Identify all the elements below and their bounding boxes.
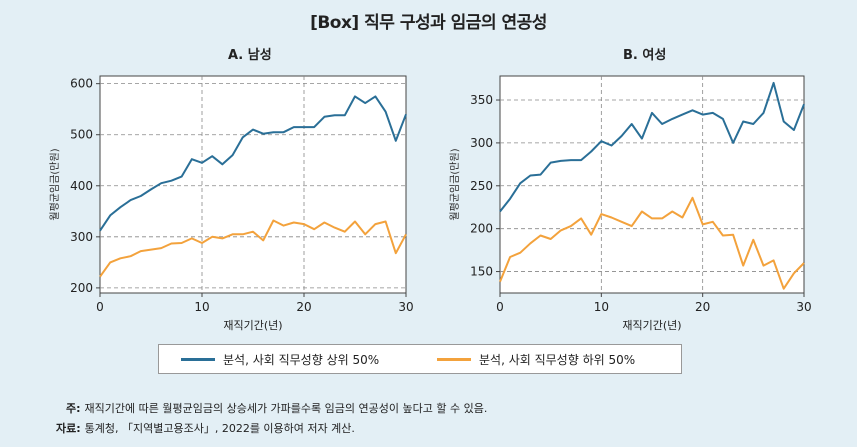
legend-item-lower: 분석, 사회 직무성향 하위 50% xyxy=(437,351,635,368)
y-tick-label-a: 200 xyxy=(70,281,93,295)
y-tick-label-a: 300 xyxy=(70,230,93,244)
source-text: 통계청, 「지역별고용조사」, 2022를 이용하여 저자 계산. xyxy=(84,422,355,435)
x-tick-label-a: 20 xyxy=(296,300,311,314)
y-axis-label-b: 월평균임금(만원) xyxy=(448,148,461,220)
note-label: 주: xyxy=(66,402,81,415)
figure-title: [Box] 직무 구성과 임금의 연공성 xyxy=(310,13,547,33)
y-tick-label-b: 150 xyxy=(470,265,493,279)
x-tick-label-a: 30 xyxy=(398,300,413,314)
legend-label-upper: 분석, 사회 직무성향 상위 50% xyxy=(223,353,380,367)
series-line-upper-a xyxy=(99,95,407,232)
legend-item-upper: 분석, 사회 직무성향 상위 50% xyxy=(181,351,379,368)
x-axis-label-a: 재직기간(년) xyxy=(223,319,282,332)
plot-area-b xyxy=(499,75,805,294)
x-axis-label-b: 재직기간(년) xyxy=(622,319,681,332)
series-line-lower-a xyxy=(99,219,407,278)
x-tick-label-a: 0 xyxy=(96,300,104,314)
x-tick-label-b: 20 xyxy=(695,300,710,314)
y-axis-label-a: 월평균임금(만원) xyxy=(48,148,61,220)
panel-a-title: A. 남성 xyxy=(228,48,272,63)
y-tick-label-a: 400 xyxy=(70,179,93,193)
y-tick-label-a: 600 xyxy=(70,77,93,91)
note-text: 재직기간에 따른 월평균임금의 상승세가 가파를수록 임금의 연공성이 높다고 … xyxy=(84,402,488,415)
y-tick-label-b: 200 xyxy=(470,222,493,236)
y-tick-label-a: 500 xyxy=(70,128,93,142)
series-line-lower-b xyxy=(499,196,805,290)
source-label: 자료: xyxy=(56,422,81,435)
y-tick-label-b: 350 xyxy=(470,93,493,107)
legend-swatch-lower xyxy=(437,358,471,361)
source-line: 자료: 통계청, 「지역별고용조사」, 2022를 이용하여 저자 계산. xyxy=(56,420,355,436)
legend-swatch-upper xyxy=(181,358,215,361)
x-tick-label-b: 0 xyxy=(496,300,504,314)
plot-area-a xyxy=(99,75,407,294)
y-tick-label-b: 250 xyxy=(470,179,493,193)
legend-label-lower: 분석, 사회 직무성향 하위 50% xyxy=(479,353,636,367)
series-line-upper-b xyxy=(499,81,805,213)
y-tick-label-b: 300 xyxy=(470,136,493,150)
x-tick-label-b: 10 xyxy=(594,300,609,314)
note-line: 주: 재직기간에 따른 월평균임금의 상승세가 가파를수록 임금의 연공성이 높다… xyxy=(66,400,487,416)
panel-b-title: B. 여성 xyxy=(623,48,667,63)
legend: 분석, 사회 직무성향 상위 50% 분석, 사회 직무성향 하위 50% xyxy=(158,344,682,374)
x-tick-label-b: 30 xyxy=(796,300,811,314)
x-tick-label-a: 10 xyxy=(194,300,209,314)
